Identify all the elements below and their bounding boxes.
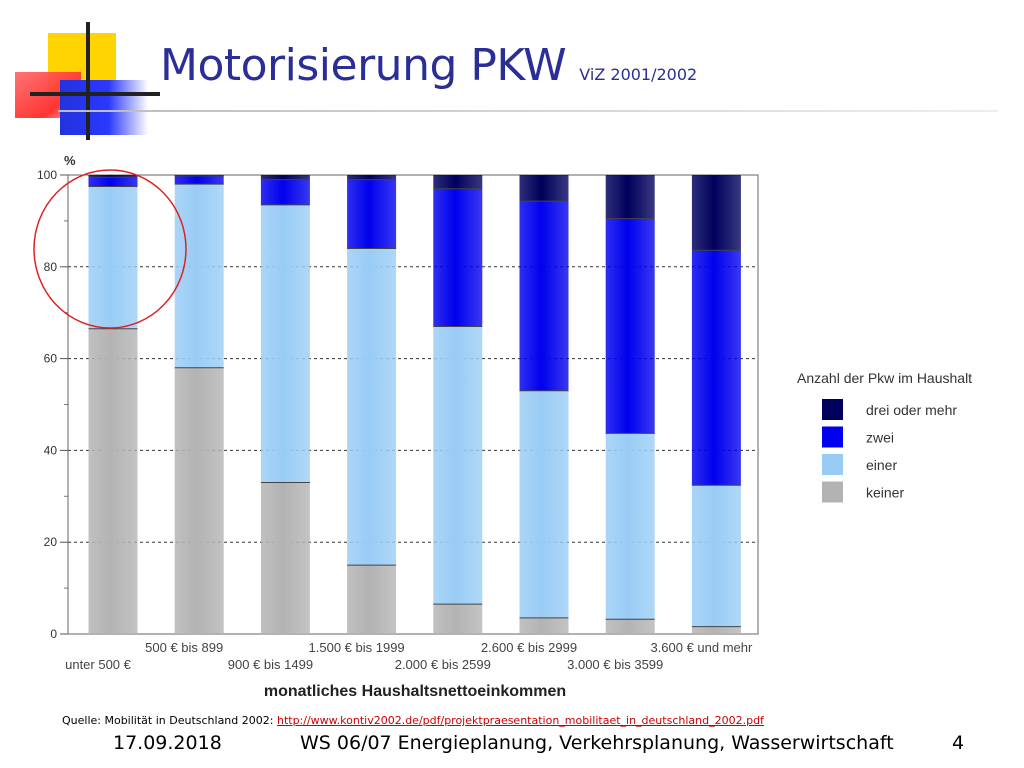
x-tick-label: 3.600 € und mehr (650, 640, 753, 655)
bar-segment-einer (691, 485, 741, 627)
bar-segment-zwei (347, 179, 397, 249)
y-tick-label: 60 (44, 352, 58, 366)
legend-label: einer (866, 457, 897, 473)
bar-segment-einer (174, 184, 224, 368)
legend-swatch-keiner (822, 481, 843, 503)
source-prefix: Quelle: Mobilität in Deutschland 2002: (62, 714, 277, 727)
bar-segment-drei-oder-mehr (433, 175, 483, 189)
bar-segment-einer (433, 326, 483, 605)
title-main: Motorisierung PKW (160, 40, 567, 91)
title-divider (58, 110, 998, 112)
logo-vertical-line (86, 22, 90, 140)
x-tick-label: 3.000 € bis 3599 (567, 657, 663, 672)
x-tick-label: 900 € bis 1499 (228, 657, 313, 672)
bar-segment-einer (519, 390, 569, 618)
x-tick-label: 1.500 € bis 1999 (309, 640, 405, 655)
x-tick-label: 2.000 € bis 2599 (395, 657, 491, 672)
y-tick-label: 20 (44, 535, 58, 549)
legend-title: Anzahl der Pkw im Haushalt (797, 370, 972, 386)
bar-segment-zwei (433, 188, 483, 327)
x-tick-label: 500 € bis 899 (145, 640, 223, 655)
bar-segment-einer (605, 433, 655, 620)
y-tick-label: 80 (44, 260, 58, 274)
bar-segment-keiner (88, 328, 138, 634)
bar-segment-zwei (605, 218, 655, 434)
y-tick-label: 40 (44, 443, 58, 457)
legend-swatch-einer (822, 454, 843, 475)
bar-segment-keiner (605, 619, 655, 634)
bar-segment-zwei (691, 250, 741, 486)
legend-label: keiner (866, 485, 904, 501)
footer-course: WS 06/07 Energieplanung, Verkehrsplanung… (300, 732, 894, 754)
footer-date: 17.09.2018 (113, 732, 222, 754)
bar-segment-drei-oder-mehr (519, 175, 569, 202)
y-tick-label: 0 (50, 627, 57, 641)
legend-swatch-zwei (822, 426, 843, 448)
legend-label: drei oder mehr (866, 402, 957, 418)
logo-blue-square (60, 80, 148, 135)
bar-segment-einer (260, 204, 310, 483)
bar-segment-keiner (691, 626, 741, 634)
source-link[interactable]: http://www.kontiv2002.de/pdf/projektprae… (276, 714, 764, 727)
bar-segment-zwei (174, 175, 224, 185)
bar-segment-drei-oder-mehr (88, 175, 138, 178)
source-note: Quelle: Mobilität in Deutschland 2002: h… (62, 714, 764, 727)
x-tick-label: 2.600 € bis 2999 (481, 640, 577, 655)
bar-segment-keiner (174, 367, 224, 634)
highlight-circle (33, 169, 187, 329)
legend-label: zwei (866, 430, 894, 446)
bar-segment-keiner (433, 604, 483, 634)
y-tick-label: 100 (37, 168, 57, 182)
bar-segment-drei-oder-mehr (260, 175, 310, 180)
bar-segment-einer (347, 248, 397, 566)
title-subtitle: ViZ 2001/2002 (579, 65, 698, 84)
bar-segment-drei-oder-mehr (605, 175, 655, 219)
bar-segment-einer (88, 186, 138, 329)
bar-segment-zwei (519, 201, 569, 391)
x-tick-label: unter 500 € (65, 657, 132, 672)
legend-swatch-drei-oder-mehr (822, 399, 843, 420)
logo-horizontal-line (30, 92, 160, 96)
page-number: 4 (952, 732, 965, 754)
slide-title: Motorisierung PKW ViZ 2001/2002 (160, 40, 697, 91)
bar-segment-keiner (519, 617, 569, 634)
bar-segment-zwei (260, 179, 310, 205)
x-axis-title: monatliches Haushaltsnettoeinkommen (264, 683, 566, 700)
bar-segment-keiner (260, 482, 310, 634)
bar-segment-drei-oder-mehr (347, 175, 397, 180)
plot-frame (67, 174, 759, 635)
logo (0, 0, 170, 150)
bar-segment-zwei (88, 177, 138, 187)
bar-segment-drei-oder-mehr (691, 175, 741, 251)
bar-segment-keiner (347, 565, 397, 634)
y-axis-label: % (64, 153, 76, 168)
